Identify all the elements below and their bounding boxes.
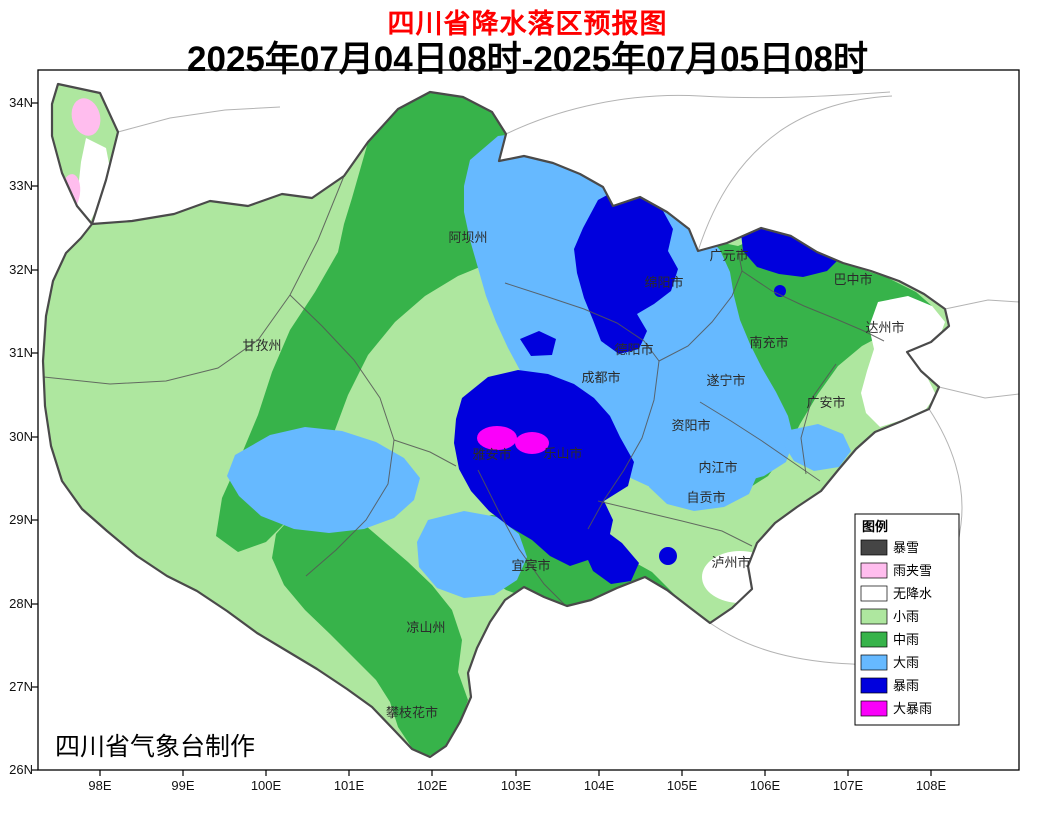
svg-text:101E: 101E <box>334 778 365 793</box>
label-luzhou: 泸州市 <box>711 555 750 570</box>
label-ziyang: 资阳市 <box>671 418 710 433</box>
legend-swatch-light-rain <box>860 608 888 625</box>
label-abazhou: 阿坝州 <box>448 230 487 245</box>
svg-text:29N: 29N <box>9 512 33 527</box>
svg-text:107E: 107E <box>833 778 864 793</box>
forecast-period: 2025年07月04日08时-2025年07月05日08时 <box>187 40 868 79</box>
legend-swatch-rainstorm <box>860 677 888 694</box>
svg-text:27N: 27N <box>9 679 33 694</box>
layer-heavy-rainstorm <box>477 426 549 454</box>
label-chengdu: 成都市 <box>581 370 620 385</box>
label-nanchong: 南充市 <box>749 335 788 350</box>
legend: 图例 暴雪 雨夹雪 无降水 小雨 中雨 大雨 暴雨 大暴雨 <box>854 513 960 726</box>
label-neijiang: 内江市 <box>698 460 737 475</box>
svg-text:34N: 34N <box>9 95 33 110</box>
prefecture-borders <box>43 175 885 610</box>
svg-text:大暴雨: 大暴雨 <box>893 701 932 716</box>
label-suining: 遂宁市 <box>706 373 745 388</box>
legend-swatch-heavy-rain <box>860 654 888 671</box>
legend-title: 图例 <box>862 519 888 534</box>
label-bazhong: 巴中市 <box>833 272 872 287</box>
label-yaan: 雅安市 <box>472 447 511 462</box>
label-guangan: 广安市 <box>806 395 845 410</box>
legend-swatch-no-rain <box>860 585 888 602</box>
legend-swatch-blizzard <box>860 539 888 556</box>
svg-text:28N: 28N <box>9 596 33 611</box>
label-zigong: 自贡市 <box>686 490 725 505</box>
svg-text:暴雨: 暴雨 <box>893 678 919 693</box>
map-frame <box>37 69 1020 771</box>
svg-text:暴雪: 暴雪 <box>893 540 919 555</box>
label-leshan: 乐山市 <box>543 446 582 461</box>
label-ganzizhou: 甘孜州 <box>242 338 281 353</box>
producer-credit: 四川省气象台制作 <box>55 733 256 761</box>
svg-text:99E: 99E <box>171 778 194 793</box>
label-guangyuan: 广元市 <box>709 248 748 263</box>
svg-text:105E: 105E <box>667 778 698 793</box>
label-deyang: 德阳市 <box>614 342 653 357</box>
svg-text:33N: 33N <box>9 178 33 193</box>
city-labels: 阿坝州 甘孜州 广元市 绵阳市 巴中市 达州市 南充市 德阳市 成都市 遂宁市 … <box>242 230 904 720</box>
label-yibin: 宜宾市 <box>511 558 550 573</box>
svg-text:108E: 108E <box>916 778 947 793</box>
label-mianyang: 绵阳市 <box>644 275 683 290</box>
svg-text:32N: 32N <box>9 262 33 277</box>
label-dazhou: 达州市 <box>865 320 904 335</box>
svg-text:100E: 100E <box>251 778 282 793</box>
svg-text:104E: 104E <box>584 778 615 793</box>
page-title: 四川省降水落区预报图 <box>387 9 668 39</box>
legend-swatch-moderate-rain <box>860 631 888 648</box>
svg-text:无降水: 无降水 <box>893 586 932 601</box>
axis-ticks <box>32 102 932 776</box>
svg-text:30N: 30N <box>9 429 33 444</box>
svg-text:102E: 102E <box>417 778 448 793</box>
y-axis-labels: 34N 33N 32N 31N 30N 29N 28N 27N 26N <box>9 95 33 777</box>
svg-text:106E: 106E <box>750 778 781 793</box>
legend-swatch-heavy-rainstorm <box>860 700 888 717</box>
svg-text:26N: 26N <box>9 762 33 777</box>
svg-text:31N: 31N <box>9 345 33 360</box>
svg-text:中雨: 中雨 <box>893 632 919 647</box>
svg-text:小雨: 小雨 <box>893 609 919 624</box>
svg-text:大雨: 大雨 <box>893 655 919 670</box>
svg-text:雨夹雪: 雨夹雪 <box>893 563 932 578</box>
svg-text:103E: 103E <box>501 778 532 793</box>
label-liangshan: 凉山州 <box>406 620 445 635</box>
x-axis-labels: 98E 99E 100E 101E 102E 103E 104E 105E 10… <box>88 778 946 793</box>
legend-swatch-sleet <box>860 562 888 579</box>
label-panzhihua: 攀枝花市 <box>386 705 438 720</box>
svg-text:98E: 98E <box>88 778 111 793</box>
